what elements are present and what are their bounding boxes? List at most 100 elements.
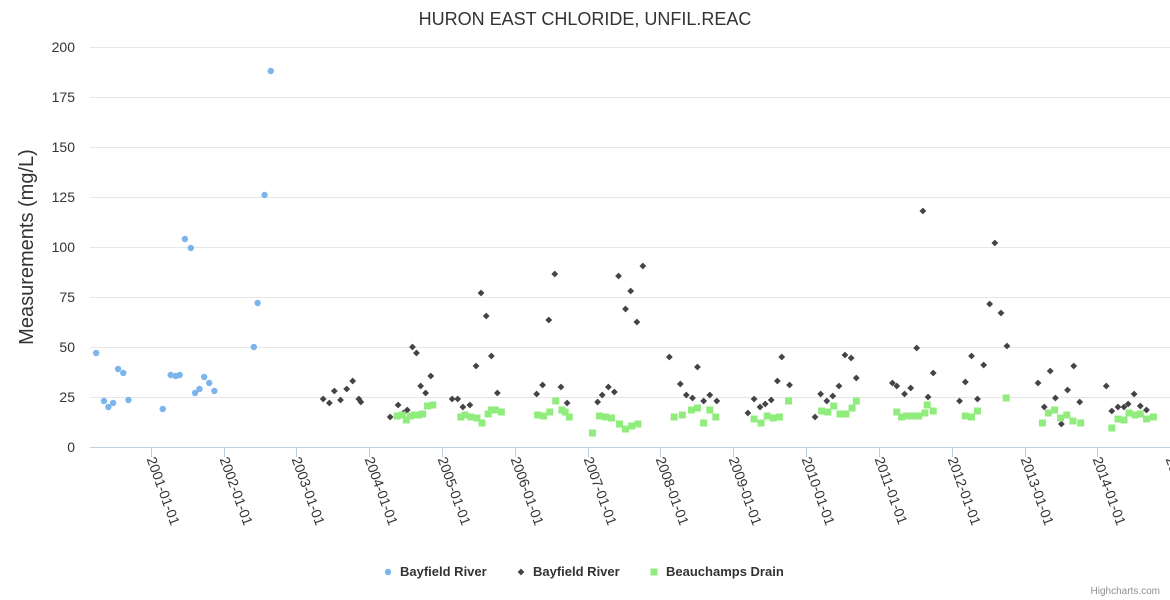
data-point[interactable] [473, 414, 481, 422]
data-point[interactable] [484, 410, 492, 418]
data-point[interactable] [836, 410, 844, 418]
data-point[interactable] [921, 409, 929, 417]
legend-item[interactable]: Bayfield River [384, 564, 487, 579]
data-point[interactable] [493, 389, 501, 397]
data-point[interactable] [786, 381, 793, 389]
data-point[interactable] [761, 400, 769, 408]
data-point[interactable] [393, 412, 401, 420]
legend-marker[interactable] [517, 568, 525, 576]
data-point[interactable] [750, 395, 758, 403]
data-point[interactable] [1114, 415, 1122, 423]
data-point[interactable] [1130, 390, 1138, 398]
data-point[interactable] [410, 411, 418, 419]
data-point[interactable] [639, 262, 647, 270]
data-point[interactable] [767, 396, 775, 404]
data-point[interactable] [665, 353, 673, 361]
data-point[interactable] [1044, 409, 1052, 417]
data-point[interactable] [1052, 394, 1059, 402]
data-point[interactable] [848, 404, 856, 412]
data-point[interactable] [1002, 394, 1010, 402]
data-point[interactable] [604, 383, 612, 391]
data-point[interactable] [615, 272, 622, 280]
data-point[interactable] [1131, 411, 1139, 419]
data-point[interactable] [682, 391, 690, 399]
data-point[interactable] [491, 406, 499, 414]
data-point[interactable] [551, 270, 559, 278]
data-point[interactable] [398, 411, 406, 419]
data-point[interactable] [125, 396, 132, 404]
data-point[interactable] [913, 344, 921, 352]
data-point[interactable] [785, 397, 793, 405]
data-point[interactable] [700, 397, 708, 405]
data-point[interactable] [750, 415, 758, 423]
data-point[interactable] [92, 349, 100, 357]
data-point[interactable] [459, 403, 467, 411]
data-point[interactable] [181, 235, 189, 243]
data-point[interactable] [413, 349, 420, 357]
data-point[interactable] [700, 419, 708, 427]
data-point[interactable] [261, 191, 268, 199]
data-point[interactable] [478, 419, 486, 427]
legend-item[interactable]: Beauchamps Drain [650, 564, 784, 579]
data-point[interactable] [676, 380, 684, 388]
data-point[interactable] [419, 410, 427, 418]
data-point[interactable] [403, 406, 411, 414]
data-point[interactable] [539, 381, 547, 389]
data-point[interactable] [563, 399, 571, 407]
data-point[interactable] [417, 382, 425, 390]
data-point[interactable] [903, 412, 911, 420]
data-point[interactable] [713, 397, 721, 405]
data-point[interactable] [823, 397, 831, 405]
data-point[interactable] [1136, 410, 1144, 418]
data-point[interactable] [842, 410, 850, 418]
data-point[interactable] [105, 403, 112, 411]
data-point[interactable] [811, 413, 819, 421]
data-point[interactable] [487, 406, 495, 414]
data-point[interactable] [968, 352, 975, 360]
data-point[interactable] [561, 408, 569, 416]
data-point[interactable] [482, 312, 490, 320]
data-point[interactable] [565, 413, 573, 421]
data-point[interactable] [325, 399, 333, 407]
data-point[interactable] [176, 371, 183, 379]
data-point[interactable] [961, 412, 969, 420]
data-point[interactable] [898, 413, 906, 421]
data-point[interactable] [744, 409, 752, 417]
data-point[interactable] [893, 408, 901, 416]
data-point[interactable] [901, 390, 908, 398]
data-point[interactable] [1108, 424, 1116, 432]
data-point[interactable] [967, 413, 975, 421]
data-point[interactable] [200, 373, 208, 381]
data-point[interactable] [961, 378, 969, 386]
data-point[interactable] [919, 207, 927, 215]
data-point[interactable] [1120, 416, 1128, 424]
data-point[interactable] [319, 395, 327, 403]
data-point[interactable] [634, 420, 642, 428]
data-point[interactable] [211, 387, 218, 395]
data-point[interactable] [817, 390, 825, 398]
data-point[interactable] [852, 374, 860, 382]
data-point[interactable] [616, 420, 624, 428]
data-point[interactable] [187, 244, 195, 252]
data-point[interactable] [888, 379, 896, 387]
data-point[interactable] [986, 300, 994, 308]
data-point[interactable] [694, 363, 701, 371]
data-point[interactable] [1040, 403, 1048, 411]
data-point[interactable] [1057, 414, 1065, 422]
data-point[interactable] [109, 399, 117, 407]
data-point[interactable] [406, 412, 414, 420]
data-point[interactable] [598, 391, 606, 399]
data-point[interactable] [337, 396, 344, 404]
data-point[interactable] [557, 383, 565, 391]
data-point[interactable] [1102, 382, 1110, 390]
data-point[interactable] [847, 354, 855, 362]
data-point[interactable] [461, 411, 469, 419]
data-point[interactable] [191, 389, 199, 397]
data-point[interactable] [1108, 407, 1116, 415]
data-point[interactable] [1057, 420, 1065, 428]
data-point[interactable] [1149, 413, 1157, 421]
data-point[interactable] [923, 401, 931, 409]
data-point[interactable] [924, 393, 932, 401]
legend-marker[interactable] [384, 568, 392, 576]
data-point[interactable] [457, 413, 465, 421]
